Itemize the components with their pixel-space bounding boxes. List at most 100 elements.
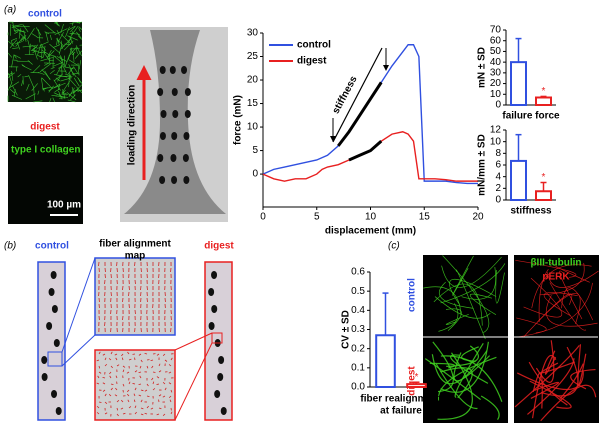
alignment-tick [114,394,118,397]
fiber [32,49,37,54]
marker-dot [184,110,191,118]
x-axis-title: displacement (mm) [325,226,416,237]
y-tick-label: 30 [247,28,259,39]
x-tick-label: 20 [472,212,484,223]
image-label: digest [204,241,234,252]
fiber [7,82,13,91]
fiber [75,45,82,56]
neurite [547,270,599,288]
fiber [14,29,24,33]
annotation: * [415,372,419,383]
annotation: stiffness [331,74,360,116]
fiber [54,21,59,26]
alignment-tick [96,405,100,409]
alignment-tick [146,383,149,387]
fiber [37,90,40,95]
fiber [67,35,78,41]
neurite [523,277,563,318]
image-label: control [28,9,62,20]
fiber [58,90,62,98]
image [37,261,66,421]
neurite [570,368,596,390]
fiber [9,89,16,94]
alignment-tick [98,365,101,369]
y-tick-label: 0 [495,195,501,206]
alignment-tick [164,387,167,391]
alignment-tick [127,399,130,403]
fiber [78,26,83,30]
x-tick-label: 0 [260,212,266,223]
fiber [14,41,23,45]
fiber [23,30,27,42]
fiber [44,24,56,34]
stiffness-segment [337,81,383,147]
fiber [7,40,15,47]
x-tick-label: 10 [365,212,377,223]
fiber [31,83,38,91]
alignment-tick [104,401,108,404]
fiber [42,87,49,91]
image [423,339,508,423]
alignment-tick [140,407,144,410]
neurite [434,296,491,319]
y-tick-label: 15 [247,98,259,109]
annotation: * [542,86,546,97]
fiber [56,56,68,62]
neurite [435,363,478,409]
alignment-tick [98,401,102,403]
x-axis-title: failure force [502,111,560,122]
y-tick-label: 4 [495,171,501,182]
image-label: control [407,278,418,312]
fiber [48,83,61,92]
alignment-tick [138,371,142,374]
fiber [77,35,82,40]
fiber [41,77,43,87]
alignment-tick [122,369,125,373]
marker-dot [208,288,215,296]
marker-dot [214,390,221,398]
fiber [76,86,83,94]
fiber [64,73,71,77]
fiber [53,55,63,64]
alignment-tick [121,357,124,361]
marker-dot [51,305,58,313]
sample [124,30,226,214]
fiber [77,89,83,92]
marker-dot [159,176,166,184]
alignment-tick [158,407,162,410]
marker-dot [182,154,189,162]
fiber [68,47,73,60]
y-tick-label: 8 [495,148,501,159]
y-tick-label: 0.5 [351,286,365,297]
neurite [440,263,506,304]
alignment-tick [115,387,118,391]
fiber [73,66,79,74]
fiber [27,39,31,50]
neurite [531,264,592,309]
neurite [438,281,474,309]
fiber [33,100,43,103]
fiber [44,52,50,61]
marker-dot [46,322,53,330]
fiber [68,59,79,67]
neurite [440,355,503,402]
alignment-tick [156,353,160,356]
alignment-tick [110,387,113,391]
y-tick-label: 30 [490,67,502,78]
alignment-tick [98,371,102,374]
image-label: digest [407,366,418,396]
fiber [11,94,23,100]
alignment-tick [122,365,126,368]
alignment-tick [140,399,143,403]
y-axis-title: force (mN) [233,95,244,145]
panel-label: (c) [388,241,400,252]
neurite [540,384,597,422]
alignment-tick [138,383,142,386]
fiber [72,53,75,62]
alignment-tick [162,353,166,356]
fiber [67,66,74,76]
marker-dot [183,132,190,140]
fiber [67,38,73,42]
alignment-tick [114,353,118,356]
y-tick-label: 0.6 [351,267,365,278]
